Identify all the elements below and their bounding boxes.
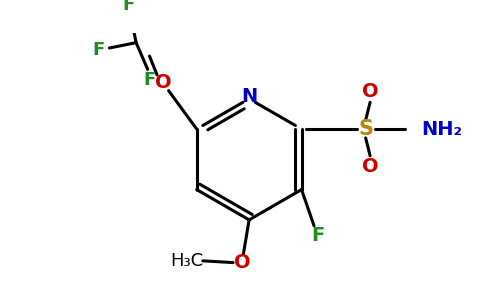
- Text: O: O: [154, 73, 171, 92]
- Text: H₃C: H₃C: [170, 252, 203, 270]
- Text: O: O: [362, 82, 378, 101]
- Text: O: O: [362, 157, 378, 176]
- Text: F: F: [143, 71, 155, 89]
- Text: O: O: [234, 253, 250, 272]
- Text: NH₂: NH₂: [421, 119, 462, 139]
- Text: F: F: [92, 41, 105, 59]
- Text: N: N: [241, 87, 257, 106]
- Text: F: F: [311, 226, 324, 245]
- Text: F: F: [123, 0, 135, 14]
- Text: S: S: [358, 119, 373, 139]
